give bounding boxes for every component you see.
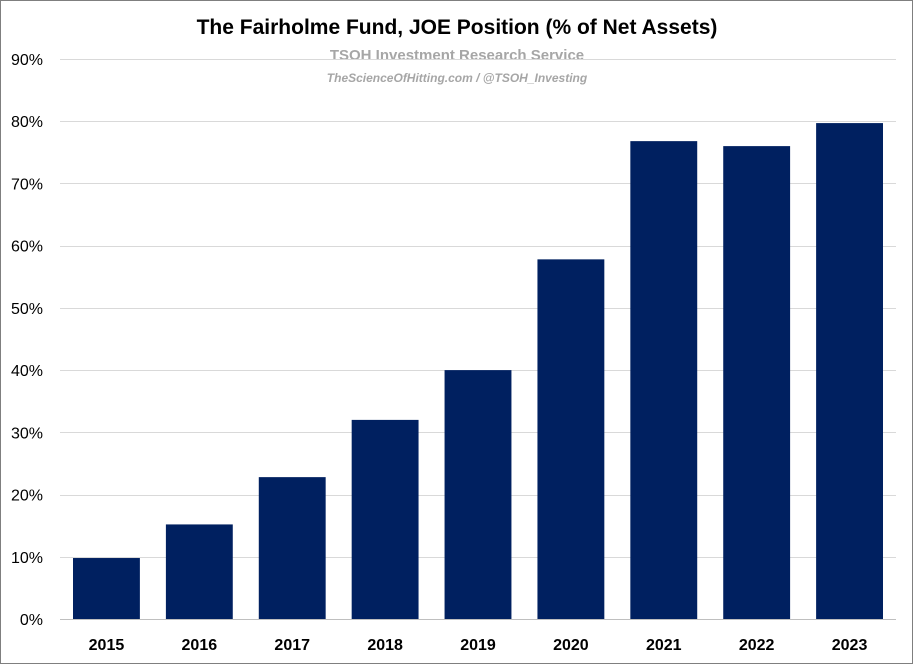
y-tick-label: 0% bbox=[20, 612, 43, 629]
chart-source: TheScienceOfHitting.com / @TSOH_Investin… bbox=[327, 71, 588, 85]
y-tick-label: 80% bbox=[11, 114, 43, 131]
y-tick-label: 20% bbox=[11, 488, 43, 505]
y-tick-label: 60% bbox=[11, 239, 43, 256]
bar-2018 bbox=[351, 419, 419, 619]
y-tick-label: 90% bbox=[11, 52, 43, 69]
chart-subtitle: TSOH Investment Research Service bbox=[330, 47, 584, 64]
x-tick-label: 2022 bbox=[739, 637, 775, 654]
bar-2020 bbox=[537, 259, 605, 619]
bar-2023 bbox=[816, 123, 883, 619]
bar-2015 bbox=[73, 558, 140, 619]
x-axis-ticks: 2015 2016 2017 2018 2019 2020 2021 2022 2023 bbox=[89, 637, 868, 654]
x-tick-label: 2020 bbox=[553, 637, 589, 654]
y-tick-label: 40% bbox=[11, 363, 43, 380]
x-tick-label: 2016 bbox=[182, 637, 218, 654]
x-tick-label: 2018 bbox=[367, 637, 403, 654]
x-tick-label: 2021 bbox=[646, 637, 682, 654]
bar-2021 bbox=[630, 141, 698, 619]
bar-2016 bbox=[165, 524, 233, 619]
y-axis-ticks: 0% 10% 20% 30% 40% 50% 60% 70% 80% 90% bbox=[11, 52, 43, 629]
y-tick-label: 50% bbox=[11, 301, 43, 318]
x-tick-label: 2019 bbox=[460, 637, 496, 654]
bar-2019 bbox=[444, 370, 512, 619]
chart-title: The Fairholme Fund, JOE Position (% of N… bbox=[197, 16, 718, 39]
x-tick-label: 2023 bbox=[832, 637, 868, 654]
x-tick-label: 2015 bbox=[89, 637, 125, 654]
y-tick-label: 10% bbox=[11, 550, 43, 567]
y-tick-label: 30% bbox=[11, 425, 43, 442]
bar-2017 bbox=[258, 477, 326, 619]
bar-2022 bbox=[723, 146, 791, 619]
bars bbox=[73, 123, 883, 619]
y-tick-label: 70% bbox=[11, 176, 43, 193]
x-tick-label: 2017 bbox=[274, 637, 310, 654]
